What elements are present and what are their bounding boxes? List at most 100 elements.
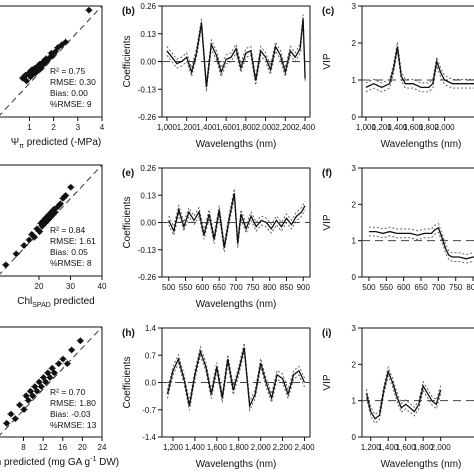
data-point [68, 184, 74, 190]
data-point [45, 370, 51, 376]
data-point [27, 388, 34, 394]
data-point [43, 379, 49, 385]
y-tick-label: -0.7 [142, 406, 156, 415]
data-point [17, 402, 23, 408]
stat-line: RMSE: 0.30 [50, 77, 96, 87]
data-point [38, 383, 44, 390]
x-tick-label: 1,000 [157, 123, 178, 132]
lower-bound-line [166, 23, 306, 92]
data-point [3, 262, 9, 268]
y-tick-label: 2 [352, 39, 357, 48]
x-axis-label: Ψπ predicted (-MPa) [11, 137, 101, 150]
y-tick-label: 0.0 [145, 379, 157, 388]
stat-line: %RMSE: 13 [50, 420, 97, 430]
data-point [57, 201, 64, 207]
x-tick-label: 1,600 [216, 123, 237, 132]
y-tick-label: 1 [352, 397, 357, 406]
data-point [63, 192, 69, 199]
x-tick-label: 700 [432, 283, 446, 292]
x-axis-label: Wavelengths (nm) [196, 299, 277, 310]
upper-bound-line [167, 342, 305, 404]
x-tick-label: 800 [263, 283, 277, 292]
x-tick-label: 650 [213, 283, 227, 292]
data-point [52, 49, 58, 55]
lower-bound-line [365, 51, 474, 93]
data-point [40, 374, 47, 381]
panel-5: (e) -0.26 -0.13 0.00 0.13 0.26 500 550 600 650 700… [122, 164, 311, 310]
data-point [4, 420, 10, 426]
x-tick-label: 1,400 [196, 123, 217, 132]
x-axis-label: m predicted (mg GA g-1 DW) [0, 456, 119, 468]
data-point [21, 242, 27, 249]
data-point [32, 383, 38, 390]
x-tick-label: 650 [414, 283, 428, 292]
stat-line: RMSE: 1.80 [50, 398, 96, 408]
x-tick-label: 750 [449, 283, 463, 292]
data-point [26, 237, 32, 243]
x-tick-label: 900 [297, 283, 311, 292]
x-tick-label: 40 [98, 282, 107, 291]
data-point [50, 53, 56, 59]
plot-frame [361, 5, 474, 118]
data-point [86, 7, 92, 13]
data-point [69, 347, 75, 353]
x-tick-label: 750 [246, 283, 260, 292]
data-point [64, 361, 70, 367]
x-tick-label: 550 [380, 283, 394, 292]
stat-line: Bias: 0.00 [50, 88, 88, 98]
x-tick-label: 500 [362, 283, 376, 292]
data-point [22, 72, 28, 78]
y-tick-label: 3 [352, 164, 357, 173]
x-tick-label: 2,200 [273, 443, 294, 452]
x-tick-label: 2 [51, 123, 56, 132]
data-point [47, 374, 53, 381]
upper-bound-line [166, 14, 306, 83]
y-tick-label: -0.26 [138, 113, 157, 122]
data-point [23, 393, 29, 399]
data-point [63, 39, 69, 45]
x-tick-label: 1,200 [372, 123, 393, 132]
y-axis-label: Coefficients [122, 196, 133, 248]
stat-line: %RMSE: 8 [50, 258, 92, 268]
y-tick-label: 1.4 [145, 324, 157, 333]
y-tick-label: 0.26 [140, 164, 156, 173]
y-tick-label: 0.26 [140, 2, 156, 11]
series-line [166, 347, 306, 409]
x-tick-label: 1,400 [378, 443, 399, 452]
x-tick-label: 1,400 [387, 123, 408, 132]
x-tick-label: 1 [27, 123, 32, 132]
x-tick-label: 850 [280, 283, 294, 292]
y-tick-label: 0 [352, 273, 357, 282]
x-tick-label: 3 [76, 123, 81, 132]
y-tick-label: 2 [352, 360, 357, 369]
x-tick-label: 2,400 [295, 123, 316, 132]
data-point [55, 45, 61, 51]
data-point [37, 229, 43, 235]
x-tick-label: 30 [66, 282, 75, 291]
stat-line: R² = 0.75 [50, 66, 85, 76]
x-tick-label: 550 [179, 283, 193, 292]
lower-bound-line [167, 351, 305, 412]
data-point [31, 234, 37, 240]
stat-line: R² = 0.84 [50, 225, 85, 235]
y-tick-label: 0.00 [140, 58, 156, 67]
plot-frame [0, 5, 103, 118]
one-to-one-line [0, 164, 103, 275]
panel-label: (c) [322, 6, 334, 17]
y-tick-label: 1 [352, 237, 357, 246]
one-to-one-line [0, 5, 103, 116]
x-tick-label: 600 [397, 283, 411, 292]
y-tick-label: -0.13 [138, 85, 157, 94]
upper-bound-line [368, 222, 474, 255]
x-tick-label: 1,800 [236, 123, 257, 132]
x-axis-label: Wavelengths (nm) [196, 459, 277, 470]
y-tick-label: 0.00 [140, 219, 156, 228]
x-axis-label: Wavelengths (nm) [196, 139, 277, 150]
panel-label: (f) [322, 168, 332, 179]
x-tick-label: 1,400 [185, 443, 206, 452]
data-point [36, 379, 42, 385]
